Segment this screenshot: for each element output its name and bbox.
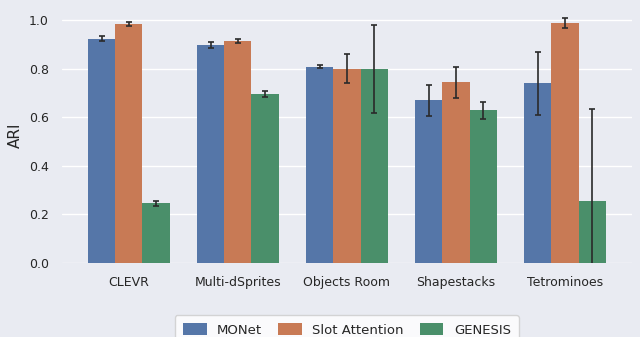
Legend: MONet, Slot Attention, GENESIS: MONet, Slot Attention, GENESIS [175,315,519,337]
Bar [115,24,143,263]
Bar [252,94,279,263]
Bar [470,110,497,263]
Bar [360,69,388,263]
Bar [551,23,579,263]
Bar [224,41,252,263]
Bar [197,45,224,263]
Bar [143,204,170,263]
Bar [442,82,470,263]
Bar [579,201,606,263]
Bar [524,84,551,263]
Bar [306,66,333,263]
Bar [333,69,360,263]
Y-axis label: ARI: ARI [8,123,23,148]
Bar [415,100,442,263]
Bar [88,39,115,263]
